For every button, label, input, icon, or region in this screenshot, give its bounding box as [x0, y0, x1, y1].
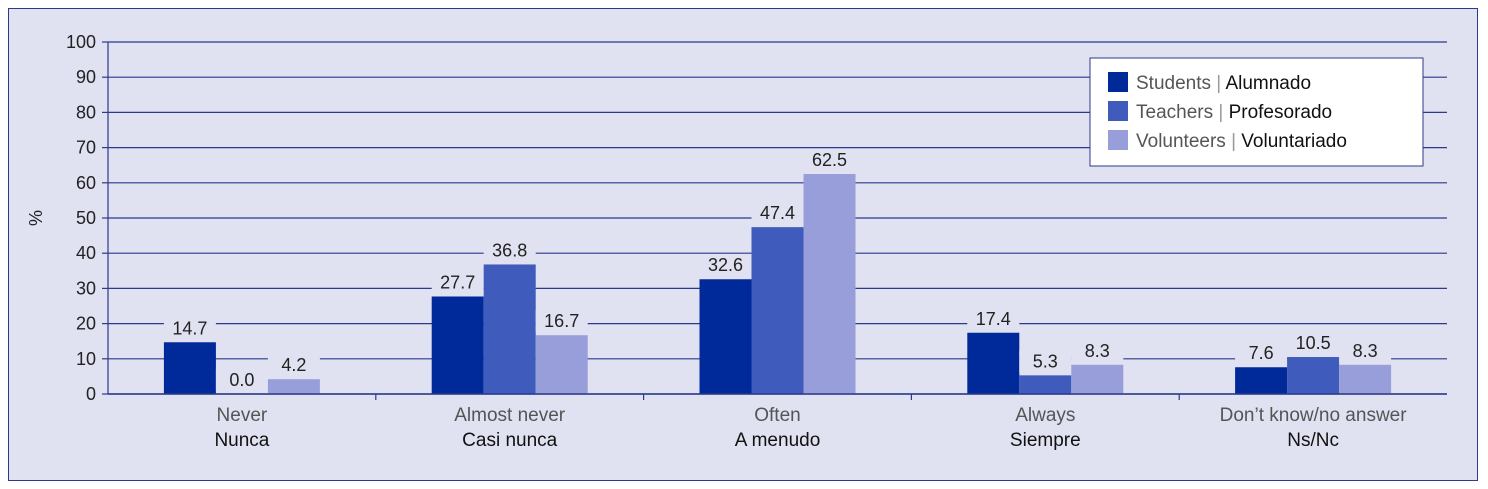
bar-volunteers-4: [1339, 364, 1392, 394]
data-label-bg-2-0: [267, 354, 320, 377]
x-tick-label-es-1: Casi nunca: [462, 430, 557, 451]
bar-students-2: [699, 279, 752, 394]
data-label-bg-2-4: [1339, 339, 1392, 362]
data-label-students-0: 14.7: [172, 318, 207, 338]
legend-name-es: Alumnado: [1221, 73, 1311, 94]
x-tick-label-en-0: Never: [217, 405, 268, 426]
x-tick-label-es-3: Siempre: [1010, 430, 1081, 451]
x-tick-label-en-4: Don’t know/no answer: [1220, 405, 1408, 426]
bar-students-1: [431, 296, 484, 394]
y-tick-label-0: 0: [86, 384, 96, 404]
data-label-bg-0-1: [431, 271, 484, 294]
y-tick-label-20: 20: [76, 314, 96, 334]
bar-students-0: [163, 342, 216, 394]
data-label-volunteers-2: 62.5: [812, 150, 847, 170]
bar-students-4: [1235, 367, 1288, 394]
data-label-volunteers-4: 8.3: [1353, 341, 1378, 361]
x-tick-label-en-2: Often: [754, 405, 800, 426]
legend-name-en: Teachers: [1136, 102, 1218, 123]
data-label-bg-0-3: [967, 307, 1020, 330]
y-tick-label-100: 100: [66, 32, 96, 52]
legend-entry-volunteers: Volunteers | Voluntariado: [1136, 131, 1347, 152]
y-tick-label-50: 50: [76, 208, 96, 228]
data-label-teachers-1: 36.8: [492, 240, 527, 260]
legend-box: [1089, 57, 1424, 167]
legend-name-es: Voluntariado: [1236, 131, 1347, 152]
y-tick-label-30: 30: [76, 278, 96, 298]
y-tick-label-10: 10: [76, 349, 96, 369]
legend-swatch-students: [1108, 72, 1128, 92]
data-label-bg-1-1: [483, 239, 536, 262]
data-label-volunteers-1: 16.7: [544, 311, 579, 331]
data-label-teachers-3: 5.3: [1033, 351, 1058, 371]
data-label-bg-2-2: [803, 149, 856, 171]
legend-entry-teachers: Teachers | Profesorado: [1136, 102, 1332, 123]
x-tick-label-en-3: Always: [1015, 405, 1075, 426]
data-label-bg-0-0: [163, 317, 216, 340]
data-label-bg-0-2: [699, 254, 752, 277]
data-label-teachers-4: 10.5: [1296, 333, 1331, 353]
bar-teachers-2: [751, 227, 804, 394]
legend-separator: |: [1231, 131, 1236, 152]
data-label-volunteers-0: 4.2: [281, 355, 306, 375]
bar-teachers-1: [483, 264, 536, 394]
bar-teachers-3: [1019, 375, 1072, 394]
legend-swatch-teachers: [1108, 101, 1128, 121]
legend-entry-students: Students | Alumnado: [1136, 73, 1311, 94]
x-tick-label-es-4: Ns/Nc: [1287, 430, 1339, 451]
legend-separator: |: [1216, 73, 1221, 94]
bar-volunteers-1: [535, 335, 588, 394]
data-label-bg-1-0: [215, 369, 268, 391]
data-label-students-3: 17.4: [976, 309, 1011, 329]
legend-name-en: Students: [1136, 73, 1216, 94]
legend-separator: |: [1218, 102, 1223, 123]
y-tick-label-40: 40: [76, 243, 96, 263]
data-label-bg-0-4: [1235, 342, 1288, 365]
bar-teachers-4: [1287, 357, 1340, 394]
x-tick-label-en-1: Almost never: [454, 405, 566, 426]
data-label-teachers-0: 0.0: [229, 370, 254, 390]
bar-volunteers-2: [803, 174, 856, 394]
data-label-students-2: 32.6: [708, 255, 743, 275]
data-label-volunteers-3: 8.3: [1085, 341, 1110, 361]
data-label-bg-2-3: [1071, 339, 1124, 362]
bar-students-3: [967, 332, 1020, 394]
bar-volunteers-3: [1071, 364, 1124, 394]
y-axis-label: %: [26, 210, 46, 226]
data-label-teachers-2: 47.4: [760, 203, 795, 223]
legend-swatch-volunteers: [1108, 130, 1128, 150]
y-tick-label-70: 70: [76, 138, 96, 158]
legend-name-es: Profesorado: [1223, 102, 1332, 123]
data-label-bg-2-1: [535, 310, 588, 333]
data-label-bg-1-3: [1019, 350, 1072, 373]
data-label-bg-1-4: [1287, 332, 1340, 355]
x-tick-label-es-0: Nunca: [214, 430, 269, 451]
data-label-students-4: 7.6: [1249, 343, 1274, 363]
data-label-students-1: 27.7: [440, 272, 475, 292]
bar-volunteers-0: [267, 379, 320, 394]
y-tick-label-80: 80: [76, 102, 96, 122]
y-tick-label-90: 90: [76, 67, 96, 87]
data-label-bg-1-2: [751, 202, 804, 225]
legend-name-en: Volunteers: [1136, 131, 1231, 152]
x-tick-label-es-2: A menudo: [735, 430, 821, 451]
y-tick-label-60: 60: [76, 173, 96, 193]
